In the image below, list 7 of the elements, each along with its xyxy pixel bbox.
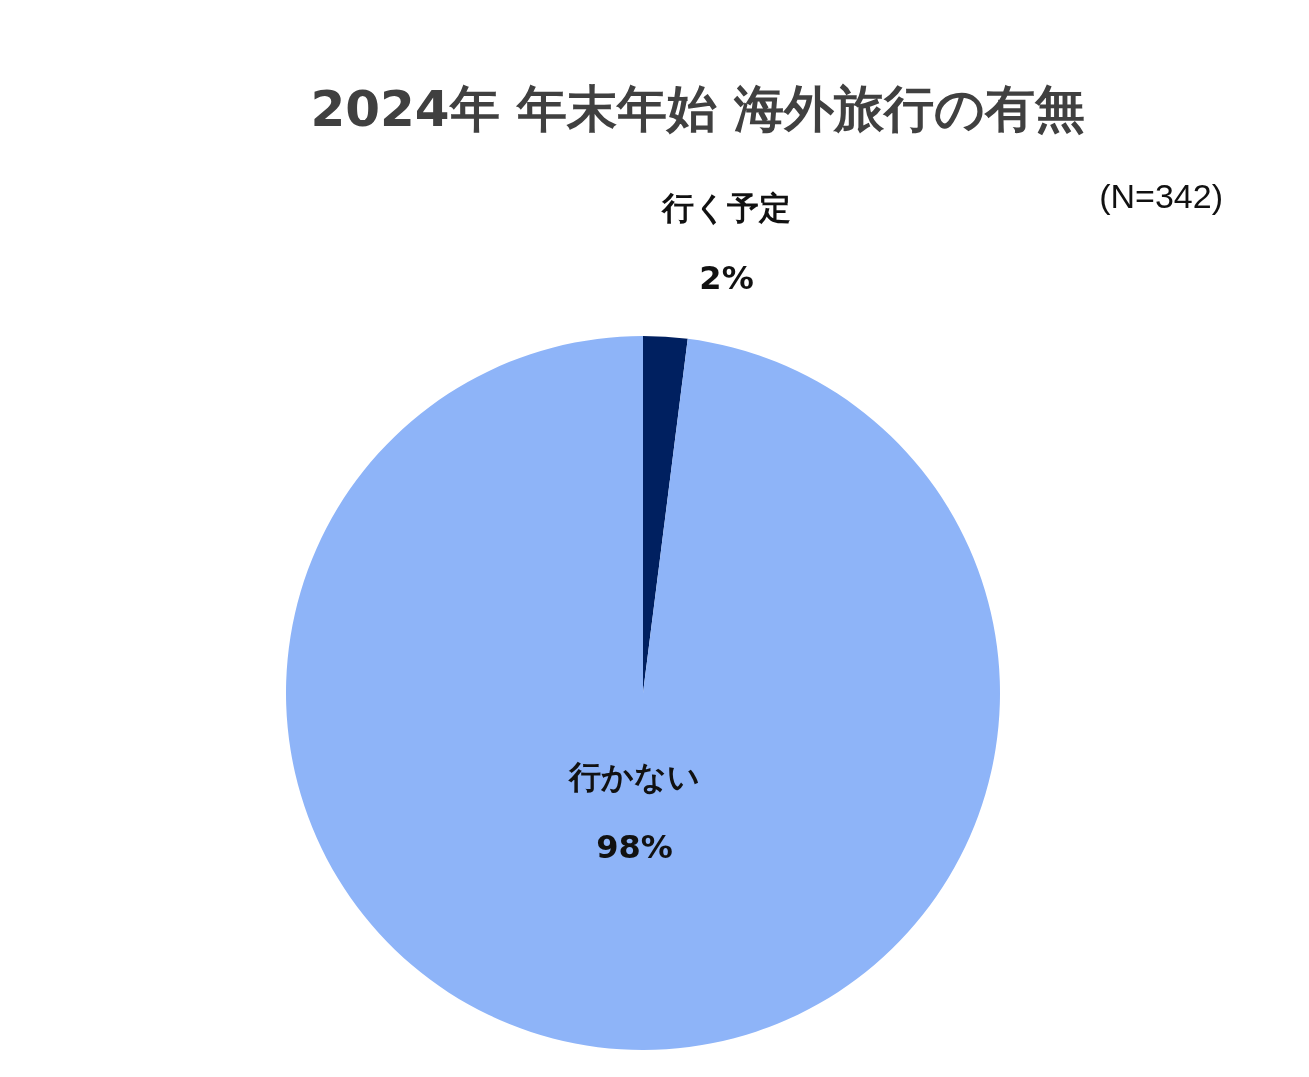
chart-title: 2024年 年末年始 海外旅行の有無 [310, 80, 1086, 138]
slice-label: 行かない [567, 758, 700, 797]
data-label: 98% [596, 828, 673, 867]
pie-slice [286, 336, 1000, 1050]
slice-label: 行く予定 [661, 188, 792, 227]
data-label: 2% [699, 258, 754, 297]
text: (N=342) [1099, 177, 1223, 215]
